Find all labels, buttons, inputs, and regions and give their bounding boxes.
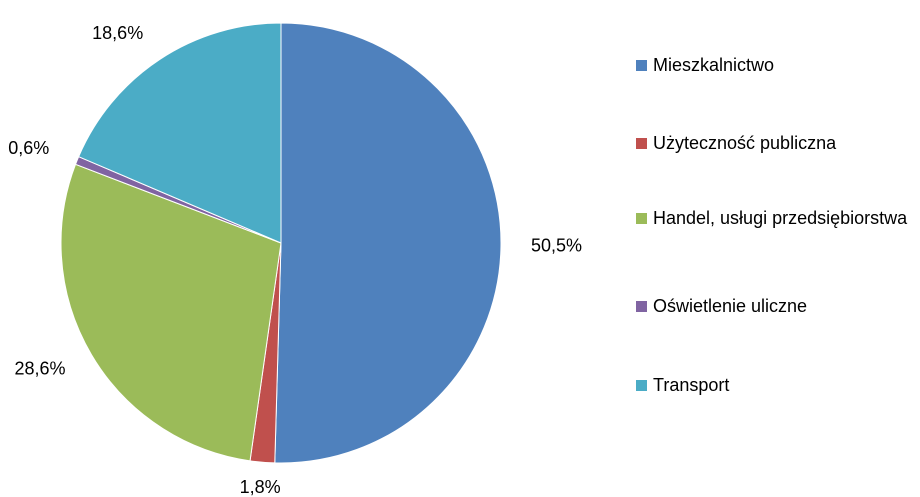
pie-slice — [60, 163, 282, 462]
legend-swatch — [636, 138, 647, 149]
legend-swatch — [636, 213, 647, 224]
legend-item: Użyteczność publiczna — [636, 130, 916, 156]
legend-item: Handel, usługi przedsiębiorstwa — [636, 205, 916, 231]
legend-swatch — [636, 60, 647, 71]
data-label: 28,6% — [15, 359, 66, 379]
data-label: 0,6% — [8, 138, 49, 158]
data-label: 1,8% — [240, 477, 281, 497]
pie-slice — [77, 22, 282, 244]
legend-swatch — [636, 380, 647, 391]
legend-item: Transport — [636, 372, 916, 398]
data-label: 18,6% — [92, 23, 143, 43]
pie-slice — [274, 22, 502, 464]
legend-label: Transport — [653, 375, 730, 395]
legend-label: Oświetlenie uliczne — [653, 296, 808, 316]
legend-label: Handel, usługi przedsiębiorstwa — [653, 208, 908, 228]
data-label: 50,5% — [531, 235, 582, 255]
legend-item: Mieszkalnictwo — [636, 52, 916, 78]
legend-item: Oświetlenie uliczne — [636, 293, 916, 319]
legend-label: Użyteczność publiczna — [653, 133, 837, 153]
legend-label: Mieszkalnictwo — [653, 55, 775, 75]
legend-swatch — [636, 301, 647, 312]
